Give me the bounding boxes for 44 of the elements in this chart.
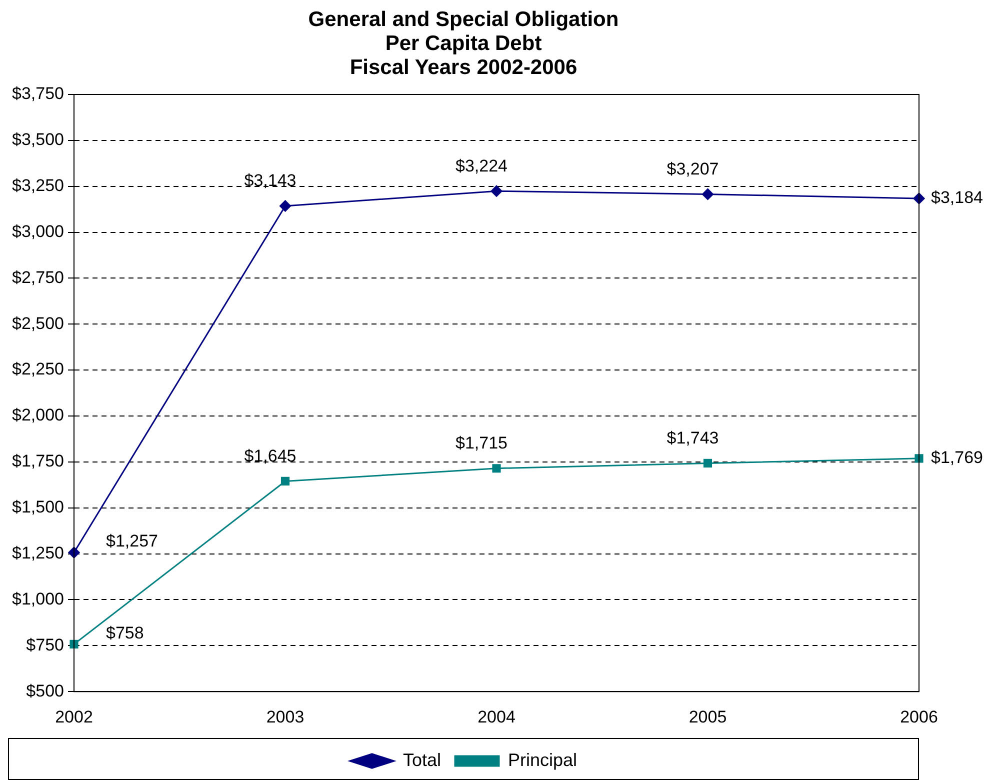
text: Per Capita Debt	[385, 32, 542, 56]
y-tick-label: $2,750	[12, 268, 64, 287]
legend-label: Principal	[508, 750, 578, 770]
point	[279, 200, 291, 212]
point	[68, 546, 80, 558]
y-tick-label: $1,250	[12, 543, 64, 562]
data-label: $1,257	[106, 532, 158, 551]
x-tick-label: 2005	[688, 707, 727, 726]
data-label: $1,715	[456, 434, 508, 453]
x-tick-label: 2004	[478, 707, 516, 726]
text: General and Special Obligation	[308, 8, 619, 31]
data-label: $3,143	[244, 171, 296, 190]
text: Fiscal Years 2002-2006	[350, 56, 578, 80]
data-label: $1,645	[244, 446, 296, 466]
legend-label: Total	[402, 750, 442, 770]
point	[703, 458, 712, 468]
point	[490, 185, 502, 197]
y-tick-label: $750	[26, 635, 64, 654]
y-tick-label: $2,250	[12, 360, 64, 379]
data-label: $1,743	[666, 428, 719, 448]
x-tick-label: 2002	[55, 707, 93, 726]
data-label: $758	[106, 623, 144, 642]
x-tick-label: 2003	[266, 707, 304, 726]
y-tick-label: $3,500	[12, 130, 64, 150]
y-tick-label: $500	[26, 681, 64, 700]
y-tick-label: $3,000	[12, 222, 64, 241]
point	[70, 640, 78, 648]
y-tick-label: $1,500	[12, 498, 64, 517]
data-label: $3,184	[931, 188, 983, 208]
y-tick-label: $2,000	[12, 406, 64, 425]
data-label: $3,224	[456, 156, 508, 176]
point	[914, 454, 924, 463]
y-tick-label: $3,750	[12, 84, 64, 104]
data-label: $3,207	[666, 159, 719, 178]
y-tick-label: $3,250	[12, 176, 64, 196]
point	[702, 188, 714, 200]
y-tick-label: $1,000	[12, 589, 64, 608]
point	[492, 464, 501, 473]
x-tick-label: 2006	[900, 707, 938, 726]
data-label: $1,769	[931, 448, 983, 468]
point	[913, 192, 925, 204]
point	[280, 476, 290, 486]
y-tick-label: $1,750	[12, 452, 64, 471]
y-tick-label: $2,500	[12, 314, 64, 333]
